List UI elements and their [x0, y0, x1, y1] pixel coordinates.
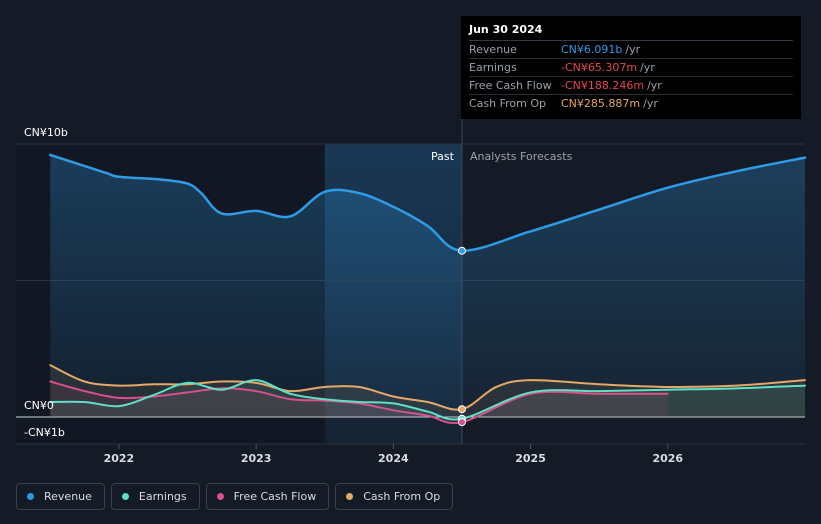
tooltip-value: CN¥285.887m — [561, 97, 641, 110]
x-tick-label: 2025 — [515, 452, 546, 465]
series-area-cash-from-op — [50, 365, 806, 417]
tooltip-row-earnings: Earnings -CN¥65.307m /yr — [469, 59, 793, 77]
tooltip-row-free-cash-flow: Free Cash Flow -CN¥188.246m /yr — [469, 77, 793, 95]
y-axis-label-zero: CN¥0 — [24, 399, 54, 412]
x-tick-label: 2026 — [652, 452, 683, 465]
tooltip-unit: /yr — [625, 43, 641, 56]
tooltip: Jun 30 2024 Revenue CN¥6.091b /yr Earnin… — [461, 16, 801, 119]
marker-revenue — [457, 246, 466, 255]
tooltip-row-cash-from-op: Cash From Op CN¥285.887m /yr — [469, 95, 793, 112]
legend-dot-icon — [216, 493, 224, 500]
tooltip-value: CN¥6.091b — [561, 43, 623, 56]
series-line-cash-from-op — [49, 364, 806, 411]
legend-label: Earnings — [138, 490, 187, 503]
legend-item-revenue[interactable]: Revenue — [16, 483, 105, 510]
tooltip-unit: /yr — [640, 61, 655, 74]
legend-item-earnings[interactable]: Earnings — [110, 483, 200, 510]
tooltip-value: -CN¥65.307m — [561, 61, 638, 74]
series-area-free-cash-flow — [50, 381, 668, 424]
x-tick-label: 2023 — [241, 452, 272, 465]
tooltip-name: Revenue — [469, 43, 517, 56]
tooltip-unit: /yr — [643, 97, 658, 110]
series-line-revenue — [49, 153, 807, 252]
series-line-free-cash-flow — [49, 380, 669, 424]
series-area-earnings — [50, 380, 806, 420]
legend-dot-icon — [346, 493, 354, 500]
legend-dot-icon — [121, 493, 129, 500]
tooltip-value: -CN¥188.246m — [561, 79, 645, 92]
tooltip-name: Earnings — [469, 61, 517, 74]
revenue-area — [50, 154, 806, 418]
legend-dot-icon — [27, 493, 34, 500]
marker-free-cash-flow — [457, 418, 466, 427]
tooltip-date: Jun 30 2024 — [469, 22, 793, 41]
legend-label: Cash From Op — [363, 490, 441, 503]
past-label: Past — [431, 150, 455, 163]
forecast-label: Analysts Forecasts — [470, 150, 573, 163]
tooltip-name: Free Cash Flow — [469, 79, 552, 92]
legend-item-cash-from-op[interactable]: Cash From Op — [335, 483, 454, 510]
tooltip-row-revenue: Revenue CN¥6.091b /yr — [469, 41, 793, 59]
y-axis-label-top: CN¥10b — [24, 126, 68, 139]
y-axis-label-bottom: -CN¥1b — [24, 426, 65, 439]
tooltip-name: Cash From Op — [469, 97, 547, 110]
legend: Revenue Earnings Free Cash Flow Cash Fro… — [16, 483, 459, 510]
legend-label: Revenue — [44, 490, 92, 503]
x-tick-label: 2024 — [378, 452, 409, 465]
x-tick-label: 2022 — [104, 452, 135, 465]
tooltip-unit: /yr — [647, 79, 662, 92]
series-line-earnings — [49, 379, 806, 421]
legend-label: Free Cash Flow — [233, 490, 317, 503]
marker-cash-from-op — [457, 405, 466, 414]
legend-item-free-cash-flow[interactable]: Free Cash Flow — [205, 483, 330, 510]
